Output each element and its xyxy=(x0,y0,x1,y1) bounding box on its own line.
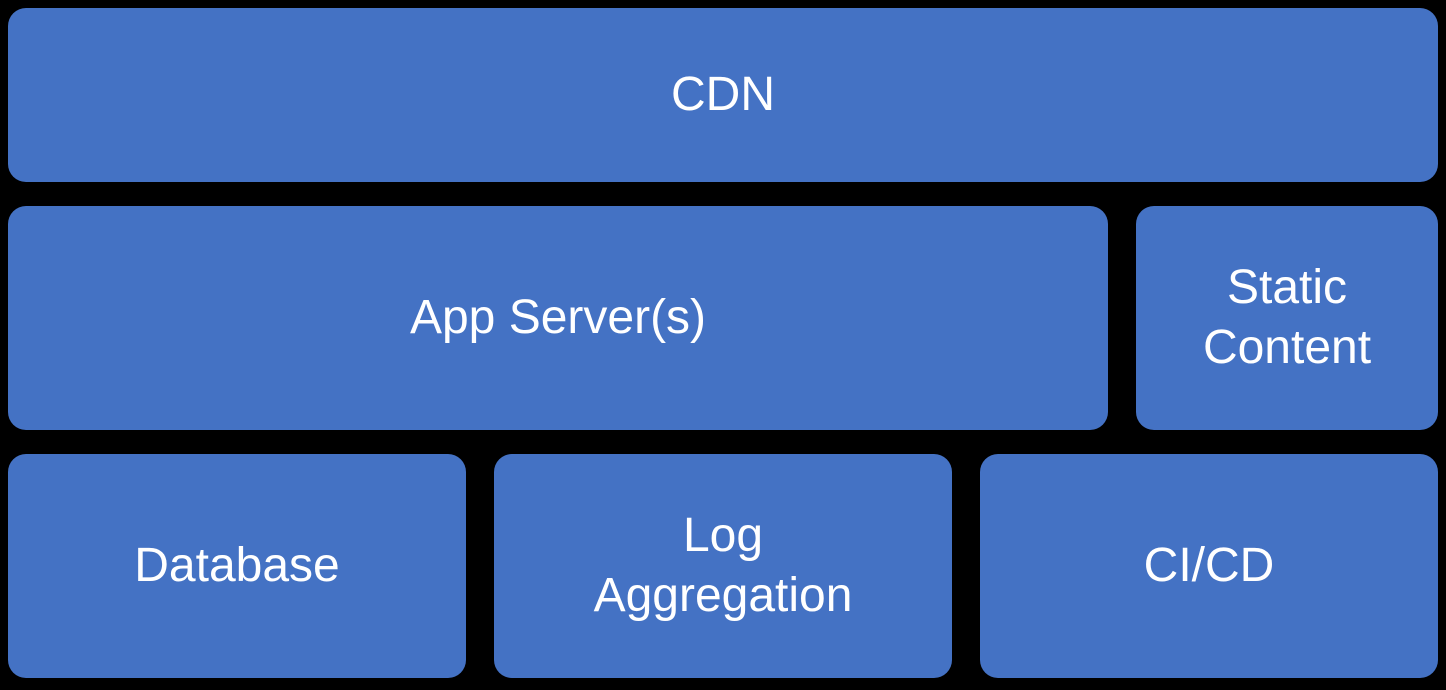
block-cdn: CDN xyxy=(8,8,1438,182)
block-cicd: CI/CD xyxy=(980,454,1438,678)
block-cdn-label: CDN xyxy=(671,65,775,125)
diagram-row-1: CDN xyxy=(8,8,1438,182)
block-log-aggregation: LogAggregation xyxy=(494,454,952,678)
block-database-label: Database xyxy=(134,536,339,596)
block-log-aggregation-label: LogAggregation xyxy=(594,506,853,626)
diagram-row-2: App Server(s) StaticContent xyxy=(8,206,1438,430)
block-app-server-label: App Server(s) xyxy=(410,288,706,348)
diagram-row-3: Database LogAggregation CI/CD xyxy=(8,454,1438,678)
block-static-content: StaticContent xyxy=(1136,206,1438,430)
block-app-server: App Server(s) xyxy=(8,206,1108,430)
block-cicd-label: CI/CD xyxy=(1144,536,1275,596)
block-database: Database xyxy=(8,454,466,678)
block-static-content-label: StaticContent xyxy=(1203,258,1371,378)
